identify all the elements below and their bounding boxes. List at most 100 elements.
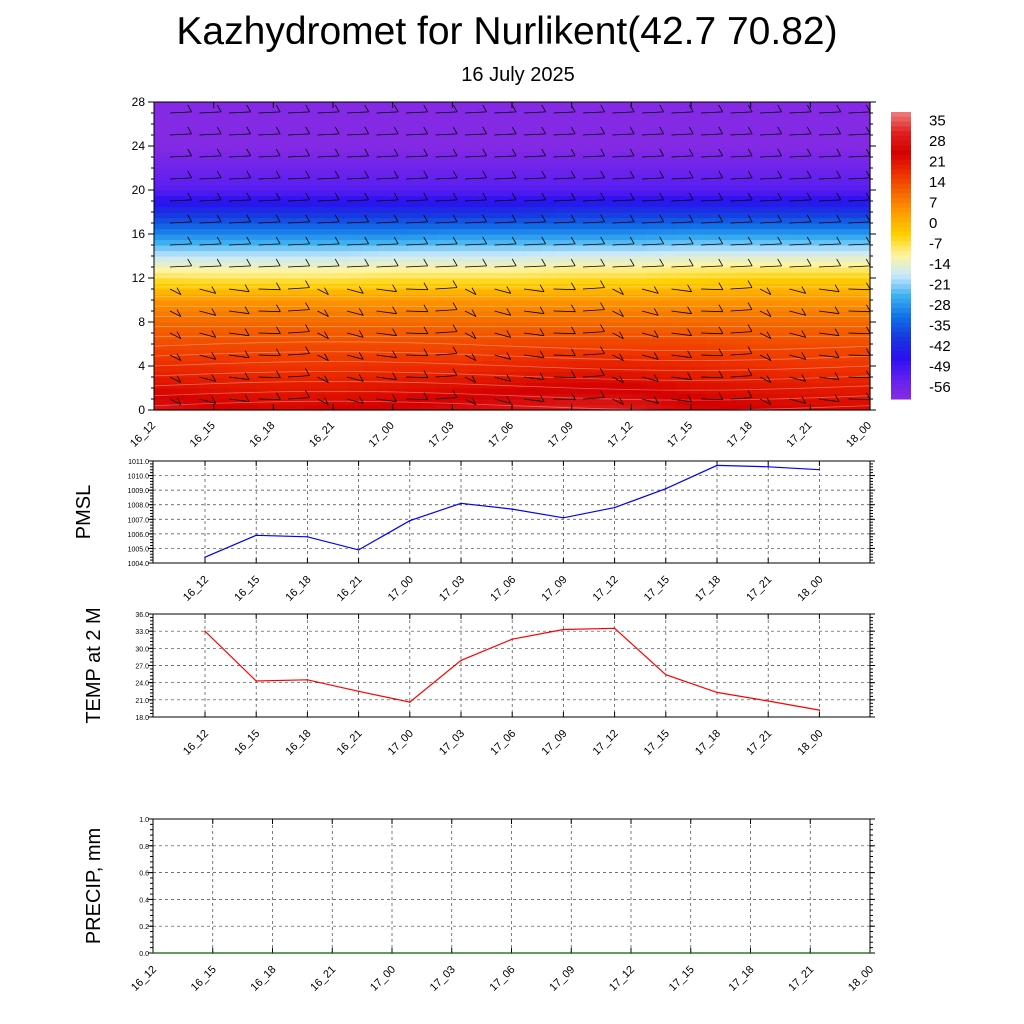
wind-barb — [228, 328, 250, 337]
heatmap-cell — [840, 250, 856, 257]
heatmap-cell — [452, 250, 468, 257]
heatmap-cell — [810, 190, 826, 197]
heatmap-cell — [556, 377, 573, 384]
heatmap-cell — [243, 327, 260, 334]
heatmap-cell — [243, 179, 260, 186]
heatmap-cell — [855, 349, 871, 356]
heatmap-cell — [586, 338, 603, 345]
heatmap-cell — [556, 195, 573, 202]
heatmap-cell — [691, 256, 707, 263]
heatmap-cell — [168, 250, 185, 257]
heatmap-cell — [526, 382, 543, 389]
heatmap-cell — [855, 294, 871, 301]
heatmap-cell — [795, 311, 811, 318]
heatmap-cell — [243, 146, 260, 153]
heatmap-cell — [392, 272, 409, 279]
heatmap-cell — [556, 107, 573, 114]
heatmap-cell — [318, 333, 334, 340]
heatmap-cell — [661, 382, 677, 389]
heatmap-cell — [168, 327, 185, 334]
heatmap-cell — [840, 355, 856, 362]
heatmap-cell — [154, 267, 170, 274]
heatmap-cell — [661, 250, 677, 257]
heatmap-cell — [392, 283, 409, 290]
heatmap-cell — [795, 184, 811, 191]
heatmap-cell — [840, 118, 856, 125]
wind-barb — [169, 258, 193, 268]
heatmap-cell — [288, 239, 304, 246]
contour-line — [153, 341, 871, 352]
heatmap-cell — [676, 289, 692, 296]
heatmap-cell — [437, 399, 453, 406]
wind-barb — [228, 192, 252, 202]
xtick-label: 17_03 — [428, 964, 458, 994]
heatmap-cell — [765, 228, 782, 235]
heatmap-cell — [303, 206, 319, 213]
heatmap-cell — [840, 382, 856, 389]
heatmap-cell — [467, 173, 483, 180]
heatmap-cell — [362, 157, 379, 164]
colorbar-segment — [891, 207, 911, 213]
heatmap-cell — [556, 223, 573, 230]
heatmap-cell — [705, 223, 722, 230]
heatmap-cell — [705, 129, 722, 136]
heatmap-cell — [482, 107, 498, 114]
heatmap-cell — [795, 327, 811, 334]
heatmap-cell — [333, 289, 349, 296]
heatmap-cell — [765, 135, 782, 142]
heatmap-cell — [258, 305, 274, 312]
heatmap-cell — [526, 135, 543, 142]
heatmap-cell — [780, 118, 797, 125]
heatmap-cell — [825, 206, 841, 213]
heatmap-cell — [392, 256, 409, 263]
heatmap-cell — [497, 184, 513, 191]
heatmap-cell — [422, 300, 439, 307]
heatmap-cell — [571, 393, 588, 400]
heatmap-cell — [735, 239, 752, 246]
wind-barb — [582, 126, 606, 136]
heatmap-cell — [750, 140, 767, 147]
heatmap-cell — [795, 179, 811, 186]
wind-barb — [287, 324, 310, 334]
heatmap-cell — [541, 234, 558, 241]
heatmap-cell — [228, 184, 245, 191]
heatmap-cell — [840, 206, 856, 213]
heatmap-cell — [512, 393, 528, 400]
heatmap-cell — [571, 157, 588, 164]
heatmap-cell — [840, 168, 856, 175]
wind-barb — [199, 352, 217, 360]
heatmap-cell — [452, 289, 468, 296]
heatmap-cell — [795, 140, 811, 147]
heatmap-cell — [362, 245, 379, 252]
heatmap-cell — [318, 223, 334, 230]
heatmap-cell — [855, 146, 871, 153]
data-point — [306, 679, 309, 681]
wind-barb — [464, 258, 488, 268]
heatmap-cell — [362, 217, 379, 224]
heatmap-cell — [735, 305, 752, 312]
heatmap-cell — [288, 316, 304, 323]
heatmap-cell — [541, 333, 558, 340]
heatmap-cell — [541, 404, 558, 411]
heatmap-cell — [795, 404, 811, 411]
wind-barb — [258, 392, 281, 401]
heatmap-cell — [347, 102, 364, 109]
wind-barb — [700, 170, 724, 180]
heatmap-cell — [765, 201, 782, 208]
heatmap-cell — [154, 338, 170, 345]
heatmap-cell — [273, 404, 289, 411]
heatmap-cell — [512, 377, 528, 384]
heatmap-cell — [437, 157, 453, 164]
heatmap-cell — [586, 333, 603, 340]
heatmap-cell — [467, 377, 483, 384]
data-point — [460, 502, 462, 505]
heatmap-cell — [198, 382, 215, 389]
heatmap-cell — [840, 228, 856, 235]
heatmap-cell — [646, 382, 662, 389]
heatmap-cell — [780, 305, 797, 312]
heatmap-cell — [258, 168, 274, 175]
heatmap-cell — [780, 311, 797, 318]
heatmap-cell — [198, 157, 215, 164]
ytick-label: 1011.0 — [128, 459, 149, 466]
heatmap-cell — [258, 217, 274, 224]
